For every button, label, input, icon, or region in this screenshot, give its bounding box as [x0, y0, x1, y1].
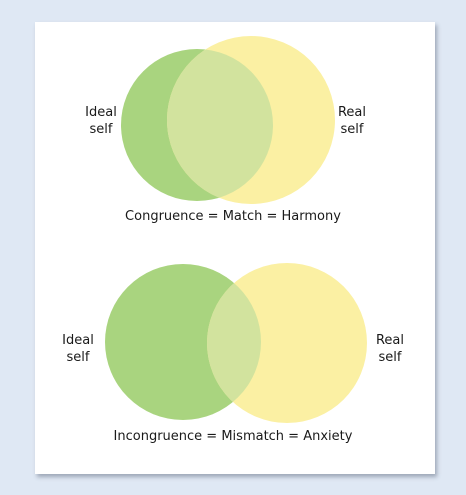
real-self-label-top-line1: Real	[338, 105, 366, 120]
overlap-region-top	[167, 49, 273, 201]
ideal-self-label-top-line2: self	[90, 122, 113, 137]
incongruence-venn: Ideal self Real self Incongruence = Mism…	[62, 263, 404, 444]
real-self-label-bottom-line1: Real	[376, 333, 404, 348]
ideal-self-label-bottom-line2: self	[67, 350, 90, 365]
real-self-label-top-line2: self	[341, 122, 364, 137]
incongruence-caption: Incongruence = Mismatch = Anxiety	[114, 429, 353, 444]
real-self-label-bottom-line2: self	[379, 350, 402, 365]
ideal-self-label-top-line1: Ideal	[85, 105, 117, 120]
congruence-caption: Congruence = Match = Harmony	[125, 209, 341, 224]
congruence-venn: Ideal self Real self Congruence = Match …	[85, 36, 366, 224]
overlap-region-bottom	[207, 264, 261, 420]
ideal-self-label-bottom-line1: Ideal	[62, 333, 94, 348]
